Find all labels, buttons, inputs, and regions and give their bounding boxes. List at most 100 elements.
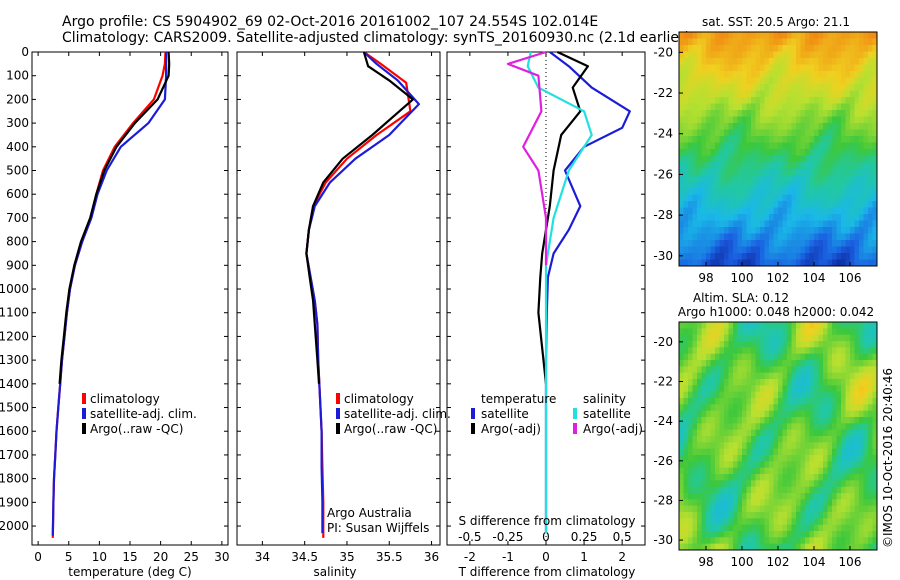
map-cell [868, 51, 873, 59]
map-cell [701, 531, 707, 538]
salinity-legend: climatology satellite-adj. clim. Argo(..… [336, 392, 451, 436]
map-cell [760, 162, 765, 169]
map-cell [854, 207, 860, 215]
map-cell [683, 181, 689, 189]
map-cell [692, 214, 698, 221]
map-cell [733, 518, 738, 526]
map-cell [818, 51, 824, 59]
map-cell [710, 531, 716, 538]
map-cell [710, 253, 716, 260]
map-cell [868, 175, 873, 182]
x-tick-label: 98 [698, 271, 713, 285]
map-cell [845, 103, 851, 111]
map-cell [809, 442, 815, 450]
map-cell [706, 404, 711, 412]
map-cell [863, 155, 869, 163]
map-cell [778, 543, 783, 551]
map-cell [850, 84, 855, 91]
map-cell [863, 38, 869, 46]
map-cell [872, 353, 878, 361]
x-tick-label: 35.5 [376, 550, 403, 564]
map-cell [845, 385, 851, 393]
map-cell [787, 136, 792, 143]
map-cell [832, 455, 837, 462]
map-cell [814, 51, 819, 59]
map-cell [863, 181, 869, 189]
map-cell [823, 347, 828, 355]
map-cell [872, 398, 878, 405]
map-cell [733, 385, 738, 393]
map-cell [742, 391, 747, 399]
map-cell [688, 505, 693, 513]
map-cell [796, 84, 801, 91]
map-cell [872, 162, 878, 169]
map-cell [836, 227, 842, 234]
map-cell [688, 162, 693, 169]
map-cell [787, 512, 792, 519]
map-cell [688, 259, 693, 267]
map-cell [827, 162, 833, 169]
map-cell [760, 123, 765, 130]
map-cell [778, 347, 783, 355]
map-cell [796, 71, 801, 78]
map-cell [728, 162, 734, 169]
map-cell [679, 518, 684, 526]
map-cell [805, 543, 810, 551]
y-tick-label: 1700 [0, 448, 29, 462]
map-cell [782, 366, 788, 374]
map-cell [706, 240, 711, 247]
map-cell [679, 181, 684, 189]
map-cell [764, 149, 770, 156]
map-cell [818, 207, 824, 215]
map-cell [724, 116, 729, 124]
y-tick-label: -28 [653, 493, 673, 507]
map-cell [728, 207, 734, 215]
map-cell [737, 77, 743, 85]
map-cell [728, 253, 734, 260]
sst-map: 98 100 102 104 106-20-22-24-26-28-30 [653, 31, 878, 285]
map-cell [706, 518, 711, 526]
map-cell [764, 543, 770, 551]
map-cell [755, 360, 761, 367]
map-cell [697, 38, 702, 46]
map-cell [845, 149, 851, 156]
map-cell [841, 499, 846, 507]
map-cell [863, 162, 869, 169]
map-cell [778, 97, 783, 104]
map-cell [724, 341, 729, 348]
map-cell [764, 391, 770, 399]
map-cell [706, 149, 711, 156]
map-cell [710, 442, 716, 450]
map-cell [683, 253, 689, 260]
map-cell [733, 423, 738, 431]
map-cell [841, 429, 846, 437]
map-cell [796, 38, 801, 46]
map-cell [760, 322, 765, 329]
map-cell [859, 442, 864, 450]
map-cell [737, 246, 743, 254]
map-cell [850, 410, 855, 418]
map-cell [737, 448, 743, 456]
map-cell [733, 372, 738, 380]
map-cell [755, 194, 761, 202]
map-cell [755, 366, 761, 374]
map-cell [805, 391, 810, 399]
map-cell [701, 207, 707, 215]
map-cell [814, 97, 819, 104]
map-cell [724, 155, 729, 163]
map-cell [728, 436, 734, 443]
y-tick-label: 1900 [0, 495, 29, 509]
map-cell [850, 505, 855, 513]
map-cell [827, 129, 833, 137]
map-cell [679, 455, 684, 462]
map-cell [863, 379, 869, 386]
map-cell [832, 123, 837, 130]
map-cell [818, 353, 824, 361]
map-cell [728, 499, 734, 507]
map-cell [872, 77, 878, 85]
map-cell [809, 543, 815, 551]
map-cell [814, 486, 819, 494]
map-cell [818, 448, 824, 456]
map-cell [796, 518, 801, 526]
map-cell [733, 436, 738, 443]
